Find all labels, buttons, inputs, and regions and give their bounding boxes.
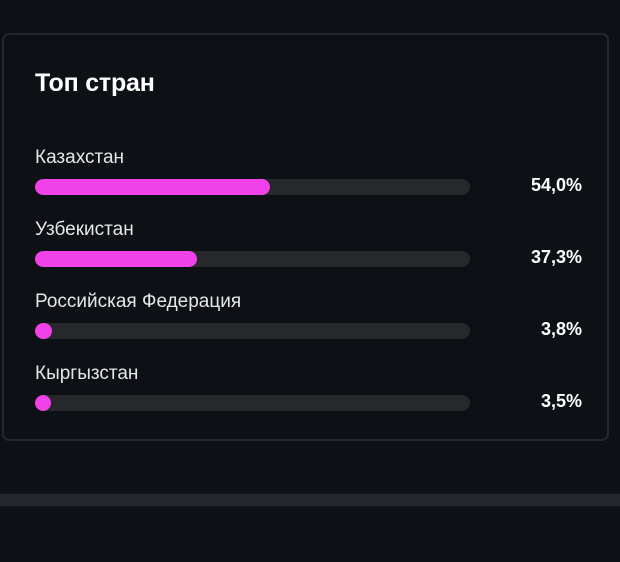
country-name: Казахстан bbox=[35, 147, 125, 168]
country-percent: 54,0% bbox=[530, 175, 582, 195]
top-countries-card: Топ стран Казахстан 54,0% Узбекистан 37,… bbox=[2, 33, 609, 441]
bar-fill bbox=[35, 395, 51, 411]
country-percent: 37,3% bbox=[530, 247, 582, 267]
bar-track bbox=[35, 251, 470, 267]
bar-fill bbox=[35, 251, 198, 267]
section-divider bbox=[0, 493, 620, 507]
bar-fill bbox=[35, 323, 52, 339]
country-row: Кыргызстан 3,5% bbox=[35, 363, 595, 423]
bar-track bbox=[35, 323, 470, 339]
country-percent: 3,8% bbox=[540, 319, 582, 339]
country-name: Российская Федерация bbox=[35, 291, 242, 312]
country-row: Казахстан 54,0% bbox=[35, 147, 595, 207]
country-name: Узбекистан bbox=[35, 219, 134, 240]
card-title: Топ стран bbox=[35, 69, 155, 97]
bar-fill bbox=[35, 179, 270, 195]
country-row: Российская Федерация 3,8% bbox=[35, 291, 595, 351]
country-percent: 3,5% bbox=[540, 391, 582, 411]
bar-track bbox=[35, 179, 470, 195]
country-row: Узбекистан 37,3% bbox=[35, 219, 595, 279]
bar-track bbox=[35, 395, 470, 411]
country-name: Кыргызстан bbox=[35, 363, 139, 384]
